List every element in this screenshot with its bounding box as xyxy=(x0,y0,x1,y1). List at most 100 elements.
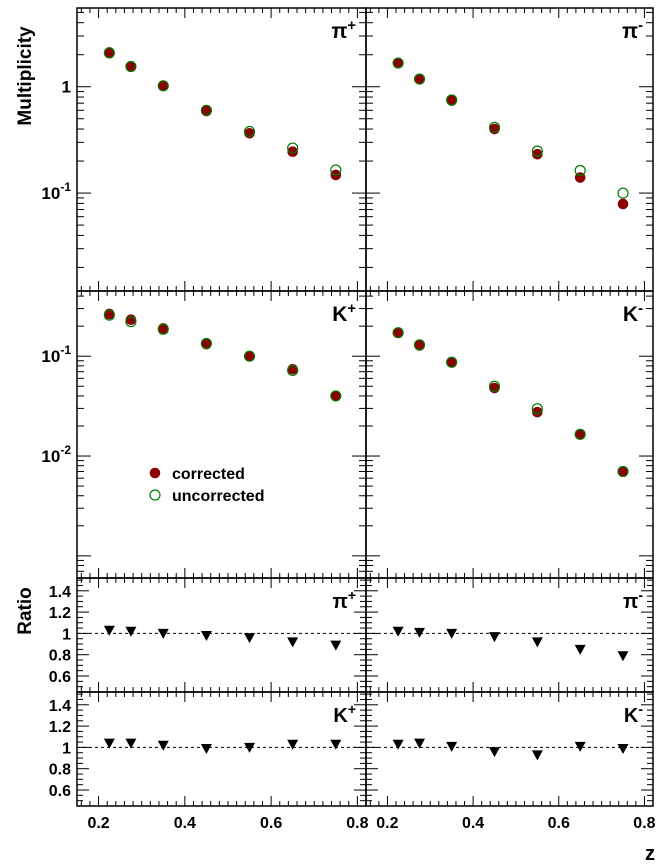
ratio-point xyxy=(392,626,404,637)
x-tick-label: 0.4 xyxy=(174,815,196,832)
particle-symbol: K xyxy=(623,303,638,326)
particle-label: K+ xyxy=(333,701,356,727)
particle-label: π- xyxy=(622,18,643,43)
uncorrected-point xyxy=(392,327,404,339)
ratio-point xyxy=(244,633,256,644)
legend-uncorrected-label: uncorrected xyxy=(172,488,264,505)
particle-charge: + xyxy=(348,701,356,717)
multiplicity-axis-label: Multiplicity xyxy=(15,26,36,126)
particle-label: π- xyxy=(623,587,643,613)
particle-charge: - xyxy=(638,701,643,717)
z-axis-label: z xyxy=(645,843,655,865)
particle-symbol: π xyxy=(331,20,347,43)
particle-charge: - xyxy=(638,301,643,317)
particle-symbol: K xyxy=(333,705,348,727)
uncorrected-point xyxy=(103,47,115,59)
legend-uncorrected-marker xyxy=(149,489,161,501)
uncorrected-point xyxy=(243,125,256,138)
ratio-point xyxy=(244,742,256,753)
ratio-point xyxy=(200,743,212,754)
uncorrected-point xyxy=(200,104,213,116)
ratio-point xyxy=(330,640,342,651)
ratio-point xyxy=(617,743,629,754)
y-tick-label: 10-1 xyxy=(41,343,71,366)
ratio-point xyxy=(330,739,342,750)
y-tick-label: 1 xyxy=(62,740,71,757)
y-tick-label: 1 xyxy=(62,626,71,643)
ratio-point xyxy=(489,747,501,758)
ratio-point xyxy=(287,739,299,750)
uncorrected-point xyxy=(531,145,543,157)
uncorrected-point xyxy=(200,337,213,350)
y-tick-base: 10 xyxy=(41,447,60,466)
ratio-point xyxy=(489,632,501,643)
particle-symbol: π xyxy=(333,591,348,613)
particle-label: π+ xyxy=(333,587,357,613)
y-tick-exponent: -1 xyxy=(60,343,71,357)
ratio-point xyxy=(414,738,426,749)
corrected-point xyxy=(532,148,543,160)
uncorrected-point xyxy=(287,142,299,154)
corrected-point xyxy=(287,146,298,157)
uncorrected-point xyxy=(574,428,586,440)
uncorrected-point xyxy=(413,339,426,351)
uncorrected-point xyxy=(330,390,342,402)
y-tick-base: 10 xyxy=(41,347,60,366)
particle-label: K+ xyxy=(332,301,356,326)
uncorrected-point xyxy=(488,121,501,133)
y-tick-label: 0.6 xyxy=(49,669,71,686)
y-tick-exponent: -1 xyxy=(60,180,71,194)
legend-corrected-label: corrected xyxy=(172,466,245,483)
uncorrected-point xyxy=(574,164,586,177)
ratio-point xyxy=(200,631,212,642)
panel-frame xyxy=(365,691,654,807)
particle-charge: - xyxy=(638,587,643,603)
x-tick-label: 0.8 xyxy=(346,815,368,832)
x-tick-label: 0.8 xyxy=(633,815,655,832)
y-tick-label: 0.6 xyxy=(49,783,71,800)
y-tick-label: 10-1 xyxy=(41,180,71,203)
uncorrected-point xyxy=(531,403,543,415)
ratio-point xyxy=(157,628,169,639)
y-tick-label: 1.2 xyxy=(49,605,71,622)
ratio-point xyxy=(617,651,629,662)
uncorrected-point xyxy=(125,60,137,73)
ratio-axis-label: Ratio xyxy=(15,587,36,635)
ratio-point xyxy=(392,739,404,750)
y-tick-label: 1.2 xyxy=(49,719,71,736)
particle-charge: + xyxy=(347,301,356,317)
y-tick-label: 1.4 xyxy=(49,698,71,715)
uncorrected-point xyxy=(446,94,458,106)
ratio-point xyxy=(574,644,586,655)
ratio-point xyxy=(103,625,115,636)
ratio-point xyxy=(531,750,543,761)
y-tick-base: 10 xyxy=(41,184,60,203)
data-layer xyxy=(77,47,653,761)
uncorrected-point xyxy=(446,356,458,368)
uncorrected-point xyxy=(287,364,299,377)
legend-corrected-marker xyxy=(149,467,161,479)
x-tick-label: 0.6 xyxy=(548,815,570,832)
uncorrected-point xyxy=(617,465,629,478)
ratio-point xyxy=(414,627,426,638)
ratio-point xyxy=(446,628,458,639)
x-tick-label: 0.6 xyxy=(260,815,282,832)
ratio-point xyxy=(157,740,169,751)
uncorrected-point xyxy=(392,57,404,69)
y-tick-label: 0.8 xyxy=(49,762,71,779)
ratio-point xyxy=(574,741,586,752)
uncorrected-point xyxy=(330,164,342,176)
particle-label: π+ xyxy=(331,18,356,43)
particle-symbol: K xyxy=(624,705,639,727)
particle-charge: - xyxy=(638,18,643,34)
panel-layer xyxy=(76,7,654,807)
uncorrected-point xyxy=(488,380,501,392)
particle-label: K- xyxy=(624,701,643,727)
y-tick-exponent: -2 xyxy=(60,443,71,457)
ratio-point xyxy=(287,637,299,648)
particle-charge: + xyxy=(348,587,356,603)
uncorrected-point xyxy=(617,187,629,199)
ratio-point xyxy=(103,738,115,749)
ratio-point xyxy=(125,626,137,637)
